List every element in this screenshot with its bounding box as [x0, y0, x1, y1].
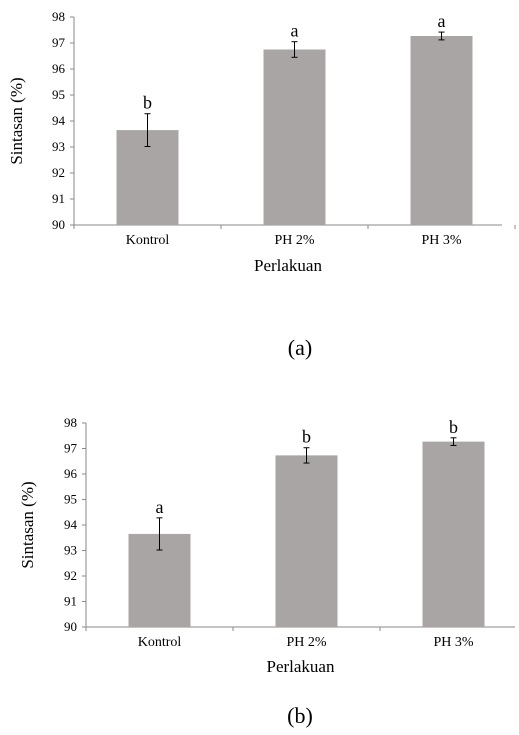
x-category-label: PH 3% [433, 635, 473, 650]
y-tick-label: 98 [52, 9, 65, 24]
y-tick-label: 97 [64, 441, 78, 456]
y-tick-label: 96 [52, 61, 66, 76]
y-tick-label: 91 [52, 191, 65, 206]
bar-3 [422, 441, 485, 627]
x-category-label: PH 2% [274, 233, 314, 248]
chart-b-svg: 90 91 92 93 94 95 96 97 98 a Kontrol b PH 2% b PH 3% Si… [18, 415, 515, 728]
bar-2 [275, 455, 338, 627]
x-category-label: Kontrol [126, 233, 170, 248]
panel-label: (a) [288, 335, 312, 360]
chart-panel-b: 90 91 92 93 94 95 96 97 98 a Kontrol b PH 2% b PH 3% Si… [0, 408, 519, 735]
y-tick-label: 93 [64, 543, 77, 558]
y-tick-label: 94 [64, 517, 78, 532]
significance-letter: a [156, 497, 164, 517]
x-category-label: PH 2% [286, 635, 326, 650]
y-tick-label: 92 [52, 165, 65, 180]
x-axis-title: Perlakuan [267, 657, 335, 676]
x-axis-title: Perlakuan [254, 256, 322, 275]
x-category-label: PH 3% [421, 233, 461, 248]
panel-label: (b) [287, 703, 313, 728]
y-tick-label: 95 [64, 492, 77, 507]
y-tick-label: 91 [64, 594, 77, 609]
y-tick-label: 94 [52, 113, 66, 128]
significance-letter: b [302, 427, 311, 447]
bar-3 [410, 35, 473, 226]
y-tick-label: 97 [52, 35, 66, 50]
y-tick-label: 92 [64, 568, 77, 583]
chart-panel-a: 90 91 92 93 94 95 96 97 98 b Kontrol a PH 2% a PH 3% Si… [7, 9, 516, 360]
significance-letter: a [438, 11, 446, 31]
y-axis-title: Sintasan (%) [7, 77, 26, 164]
significance-letter: b [143, 93, 152, 113]
y-tick-label: 96 [64, 466, 78, 481]
bar-2 [263, 49, 326, 225]
y-tick-label: 90 [52, 217, 65, 232]
significance-letter: a [291, 21, 299, 41]
y-tick-label: 98 [64, 415, 77, 430]
significance-letter: b [449, 417, 458, 437]
x-category-label: Kontrol [138, 635, 182, 650]
y-axis-title: Sintasan (%) [18, 481, 37, 568]
y-tick-label: 95 [52, 87, 65, 102]
y-tick-label: 90 [64, 619, 77, 634]
chart-a-svg: 90 91 92 93 94 95 96 97 98 b Kontrol a PH 2% a PH 3% Si… [7, 9, 516, 360]
y-tick-label: 93 [52, 139, 65, 154]
